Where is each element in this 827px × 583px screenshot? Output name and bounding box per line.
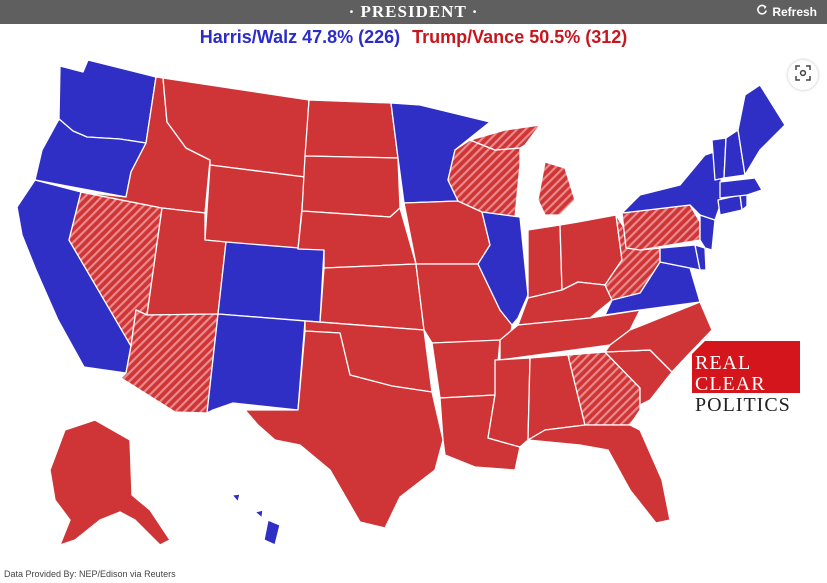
state-texas[interactable] xyxy=(244,330,444,529)
state-new-jersey[interactable] xyxy=(699,214,716,251)
state-massachusetts[interactable] xyxy=(719,177,763,199)
state-new-mexico[interactable] xyxy=(206,313,306,414)
logo-line-3: POLITICS xyxy=(695,394,791,416)
state-arizona[interactable] xyxy=(120,309,219,414)
refresh-icon xyxy=(756,0,768,24)
rep-result: Trump/Vance 50.5% (312) xyxy=(412,27,628,47)
page-title: · PRESIDENT · xyxy=(348,2,479,21)
state-north-dakota[interactable] xyxy=(304,99,399,159)
state-hawaii[interactable] xyxy=(231,493,281,546)
state-illinois[interactable] xyxy=(477,211,529,326)
state-florida[interactable] xyxy=(527,424,671,524)
dem-result: Harris/Walz 47.8% (226) xyxy=(199,27,401,47)
fullscreen-button[interactable] xyxy=(788,60,818,90)
results-line: Harris/Walz 47.8% (226) Trump/Vance 50.5%… xyxy=(0,27,827,48)
state-maine[interactable] xyxy=(737,84,786,176)
state-rhode-island[interactable] xyxy=(739,194,748,211)
state-tennessee[interactable] xyxy=(499,309,641,361)
refresh-label: Refresh xyxy=(772,5,817,19)
state-colorado[interactable] xyxy=(217,241,325,323)
state-michigan[interactable] xyxy=(469,124,576,216)
realclearpolitics-logo: REAL CLEAR POLITICS xyxy=(692,341,800,417)
logo-line-2: CLEAR xyxy=(695,373,766,395)
data-source-credit: Data Provided By: NEP/Edison via Reuters xyxy=(4,569,176,579)
state-indiana[interactable] xyxy=(527,224,563,299)
state-wyoming[interactable] xyxy=(204,164,306,250)
fullscreen-icon xyxy=(795,64,811,86)
state-alaska[interactable] xyxy=(49,419,171,546)
refresh-button[interactable]: Refresh xyxy=(756,0,817,24)
state-south-dakota[interactable] xyxy=(301,155,401,218)
state-kansas[interactable] xyxy=(319,263,425,331)
state-north-carolina[interactable] xyxy=(604,301,713,373)
logo-red-block xyxy=(692,341,800,393)
state-arkansas[interactable] xyxy=(431,339,501,399)
header-bar: · PRESIDENT · Refresh xyxy=(0,0,827,24)
state-delaware[interactable] xyxy=(694,244,707,271)
logo-line-1: REAL xyxy=(695,352,752,374)
